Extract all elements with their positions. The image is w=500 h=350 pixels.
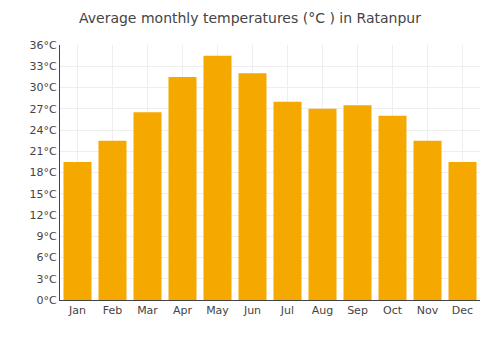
svg-text:0°C: 0°C	[37, 294, 57, 307]
svg-text:21°C: 21°C	[30, 145, 57, 158]
svg-text:May: May	[206, 304, 229, 317]
svg-text:Average monthly temperatures (: Average monthly temperatures (°C ) in Ra…	[79, 10, 421, 26]
svg-text:36°C: 36°C	[30, 39, 57, 52]
svg-text:3°C: 3°C	[37, 273, 57, 286]
svg-text:9°C: 9°C	[37, 230, 57, 243]
svg-text:27°C: 27°C	[30, 103, 57, 116]
svg-text:Jan: Jan	[68, 304, 86, 317]
svg-text:18°C: 18°C	[30, 166, 57, 179]
svg-text:30°C: 30°C	[30, 81, 57, 94]
svg-text:Oct: Oct	[383, 304, 403, 317]
svg-text:Sep: Sep	[347, 304, 368, 317]
svg-text:Dec: Dec	[452, 304, 473, 317]
svg-text:24°C: 24°C	[30, 124, 57, 137]
svg-text:6°C: 6°C	[37, 251, 57, 264]
svg-text:Mar: Mar	[137, 304, 158, 317]
svg-text:12°C: 12°C	[30, 209, 57, 222]
svg-text:Aug: Aug	[312, 304, 333, 317]
svg-text:Jun: Jun	[243, 304, 261, 317]
svg-text:Jul: Jul	[280, 304, 294, 317]
svg-text:Apr: Apr	[173, 304, 193, 317]
svg-text:Feb: Feb	[103, 304, 122, 317]
svg-text:15°C: 15°C	[30, 188, 57, 201]
svg-text:33°C: 33°C	[30, 60, 57, 73]
svg-text:Nov: Nov	[417, 304, 439, 317]
